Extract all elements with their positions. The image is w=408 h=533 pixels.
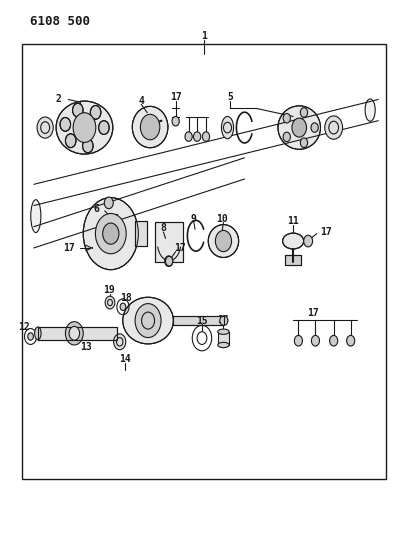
Text: 6: 6 [94, 204, 100, 214]
Text: 13: 13 [81, 342, 92, 352]
Circle shape [347, 335, 355, 346]
Bar [22, 44, 386, 479]
Text: 10: 10 [216, 214, 228, 224]
Circle shape [135, 304, 161, 337]
Text: 9: 9 [191, 214, 197, 224]
Text: 16: 16 [217, 314, 229, 325]
Text: 17: 17 [170, 92, 182, 102]
Circle shape [73, 113, 96, 142]
Bar [285, 255, 301, 265]
Text: 11: 11 [287, 216, 299, 227]
Text: 17: 17 [174, 243, 186, 253]
Circle shape [114, 334, 126, 350]
Circle shape [165, 256, 173, 266]
Circle shape [185, 132, 192, 141]
Ellipse shape [365, 99, 375, 121]
Bar [135, 221, 147, 246]
Circle shape [311, 335, 319, 346]
Circle shape [69, 326, 80, 340]
Ellipse shape [208, 224, 239, 257]
Ellipse shape [283, 233, 304, 249]
Circle shape [104, 197, 113, 209]
Circle shape [83, 198, 138, 270]
Circle shape [82, 139, 93, 153]
Text: 6108 500: 6108 500 [30, 14, 90, 28]
Ellipse shape [56, 101, 113, 154]
Circle shape [300, 108, 308, 117]
Text: 15: 15 [196, 316, 208, 326]
Text: 19: 19 [103, 285, 115, 295]
Circle shape [140, 114, 160, 140]
Text: 7: 7 [113, 214, 119, 224]
Text: 14: 14 [119, 354, 131, 364]
Ellipse shape [218, 329, 229, 334]
Text: 12: 12 [18, 322, 29, 333]
Ellipse shape [31, 200, 41, 232]
Circle shape [90, 106, 101, 119]
Text: 2: 2 [55, 94, 61, 104]
Circle shape [304, 235, 313, 247]
Text: 5: 5 [227, 92, 233, 102]
Circle shape [37, 117, 53, 138]
Circle shape [166, 256, 173, 266]
Circle shape [311, 123, 318, 132]
Text: 17: 17 [307, 308, 319, 318]
Circle shape [103, 223, 119, 244]
Circle shape [65, 134, 76, 148]
Text: 1: 1 [201, 31, 207, 41]
Bar [173, 316, 224, 325]
Text: 17: 17 [64, 243, 75, 253]
Circle shape [193, 132, 201, 141]
Circle shape [120, 303, 126, 311]
Circle shape [283, 132, 290, 142]
Ellipse shape [123, 297, 173, 344]
Circle shape [325, 116, 343, 139]
Circle shape [105, 296, 115, 309]
Circle shape [73, 103, 83, 117]
Text: 17: 17 [320, 227, 331, 237]
Text: 8: 8 [160, 223, 166, 233]
Text: 4: 4 [138, 96, 144, 106]
Ellipse shape [218, 342, 229, 348]
Bar [285, 255, 301, 265]
Circle shape [95, 214, 126, 254]
Circle shape [330, 335, 338, 346]
Circle shape [294, 335, 302, 346]
Bar [135, 221, 147, 246]
Circle shape [65, 321, 83, 345]
Bar [38, 327, 117, 340]
Bar [155, 222, 183, 262]
Ellipse shape [222, 116, 234, 139]
Circle shape [99, 120, 109, 134]
Bar [173, 316, 224, 325]
Text: 3: 3 [90, 118, 95, 128]
Circle shape [28, 333, 33, 340]
Circle shape [292, 118, 306, 137]
Bar [218, 332, 229, 345]
Circle shape [172, 116, 179, 126]
Ellipse shape [35, 327, 41, 340]
Ellipse shape [278, 106, 321, 149]
Bar [155, 222, 183, 262]
Circle shape [202, 132, 210, 141]
Circle shape [60, 117, 71, 131]
Circle shape [215, 230, 232, 252]
Ellipse shape [132, 107, 168, 148]
Circle shape [300, 138, 308, 148]
Text: 18: 18 [120, 293, 132, 303]
Bar [38, 327, 117, 340]
Circle shape [283, 114, 290, 123]
Ellipse shape [220, 316, 228, 325]
